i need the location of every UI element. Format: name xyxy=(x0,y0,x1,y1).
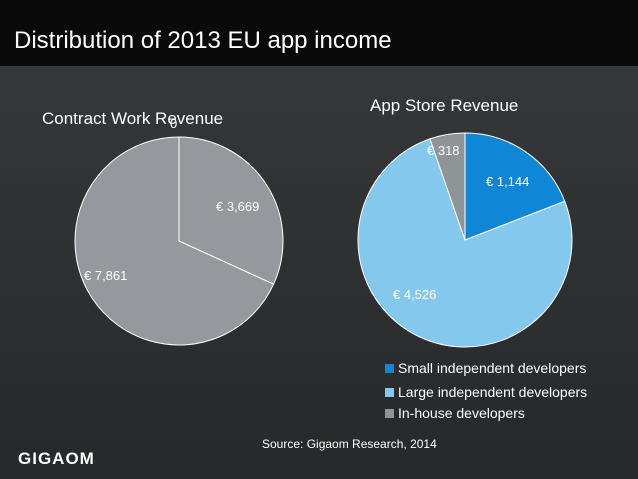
contract-work-title: Contract Work Revenue xyxy=(42,109,223,128)
legend-label-large: Large independent developers xyxy=(398,384,587,400)
source-note: Source: Gigaom Research, 2014 xyxy=(262,437,437,451)
app-store-slice-0 xyxy=(464,132,566,241)
title-bar: Distribution of 2013 EU app income xyxy=(0,0,638,66)
contract-work-slice-2 xyxy=(74,136,275,346)
legend-label-small: Small independent developers xyxy=(398,360,586,376)
legend-swatch-inhouse xyxy=(385,409,394,418)
app-store-slice-2 xyxy=(429,132,466,241)
app-store-slice-1 xyxy=(357,138,573,348)
app-store-label-inhouse: € 318 xyxy=(427,143,460,158)
contract-work-label-large: € 3,669 xyxy=(216,199,259,214)
contract-work-pie xyxy=(74,136,284,346)
app-store-title: App Store Revenue xyxy=(370,96,518,115)
legend: Small independent developers Large indep… xyxy=(385,360,587,421)
app-store-pie xyxy=(357,132,573,348)
contract-work-slice-1 xyxy=(178,136,284,285)
app-store-label-large: € 4,526 xyxy=(393,287,436,302)
legend-swatch-large xyxy=(385,388,394,397)
contract-work-label-small: 0 xyxy=(170,116,177,131)
legend-label-inhouse: In-house developers xyxy=(398,405,525,421)
contract-work-label-inhouse: € 7,861 xyxy=(84,268,127,283)
slide-title: Distribution of 2013 EU app income xyxy=(14,27,392,54)
gigaom-logo: GIGAOM xyxy=(18,449,95,468)
legend-swatch-small xyxy=(385,364,394,373)
app-store-label-small: € 1,144 xyxy=(486,174,529,189)
